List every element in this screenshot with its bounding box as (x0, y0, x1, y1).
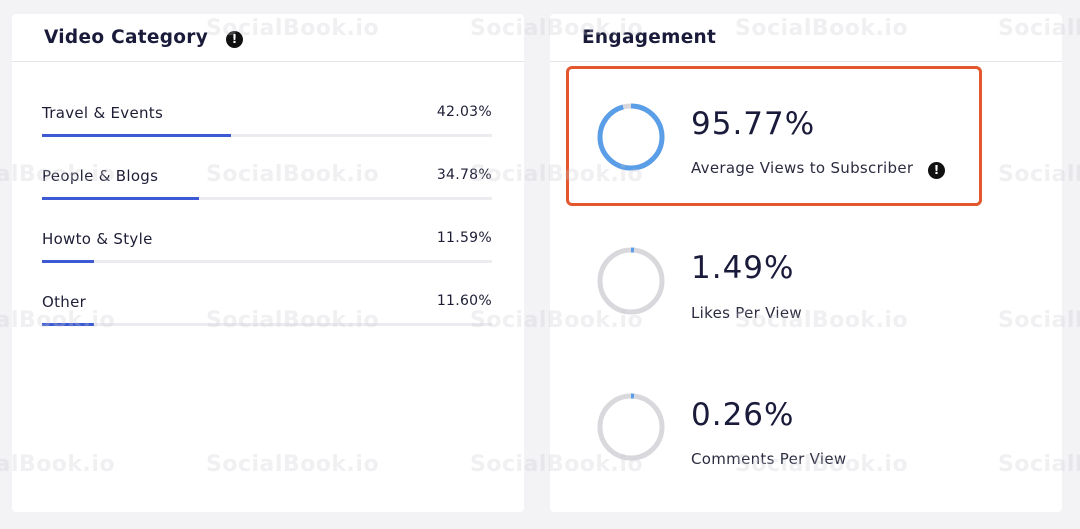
category-percent: 11.59% (436, 230, 492, 246)
category-row: Howto & Style 11.59% (42, 230, 492, 270)
metric-value: 95.77% (691, 106, 816, 142)
category-row: People & Blogs 34.78% (42, 167, 492, 207)
category-row: Other 11.60% (42, 293, 492, 333)
category-name: Travel & Events (42, 104, 164, 122)
metric-value: 1.49% (691, 250, 795, 286)
category-percent: 11.60% (436, 293, 492, 309)
card-header: Engagement (550, 14, 1062, 62)
info-icon[interactable]: ! (226, 31, 243, 48)
video-category-card: Video Category ! Travel & Events 42.03% … (12, 14, 524, 512)
donut-ring (597, 247, 665, 315)
category-bar-fill (42, 260, 95, 263)
card-header: Video Category ! (12, 14, 524, 62)
category-percent: 34.78% (436, 167, 492, 183)
metric-label: Likes Per View (691, 304, 802, 322)
category-name: People & Blogs (42, 167, 159, 185)
donut-track (597, 393, 665, 461)
metric-comments-per-view: 0.26% Comments Per View (550, 356, 1062, 496)
info-icon[interactable]: ! (928, 162, 945, 179)
category-bar-track (42, 323, 492, 326)
metric-value: 0.26% (691, 397, 795, 433)
engagement-card: Engagement 95.77% Average Views to Subsc… (550, 14, 1062, 512)
metric-average-views-to-subscriber: 95.77% Average Views to Subscriber ! (550, 64, 1062, 204)
engagement-title: Engagement (582, 27, 717, 48)
metric-likes-per-view: 1.49% Likes Per View (550, 210, 1062, 350)
category-name: Other (42, 293, 87, 311)
category-percent: 42.03% (436, 104, 492, 120)
donut-ring (597, 103, 665, 171)
donut-track (597, 247, 665, 315)
video-category-title: Video Category (44, 27, 209, 48)
metric-label: Comments Per View (691, 450, 847, 468)
category-bar-track (42, 134, 492, 137)
category-row: Travel & Events 42.03% (42, 104, 492, 144)
metric-label: Average Views to Subscriber (691, 159, 914, 177)
category-name: Howto & Style (42, 230, 153, 248)
donut-progress (597, 103, 665, 171)
category-bar-track (42, 197, 492, 200)
category-bar-fill (42, 134, 231, 137)
donut-progress (597, 247, 665, 315)
category-bar-fill (42, 197, 199, 200)
donut-progress (597, 393, 665, 461)
category-bar-fill (42, 323, 95, 326)
donut-ring (597, 393, 665, 461)
highlight-box (566, 66, 982, 206)
category-bar-track (42, 260, 492, 263)
